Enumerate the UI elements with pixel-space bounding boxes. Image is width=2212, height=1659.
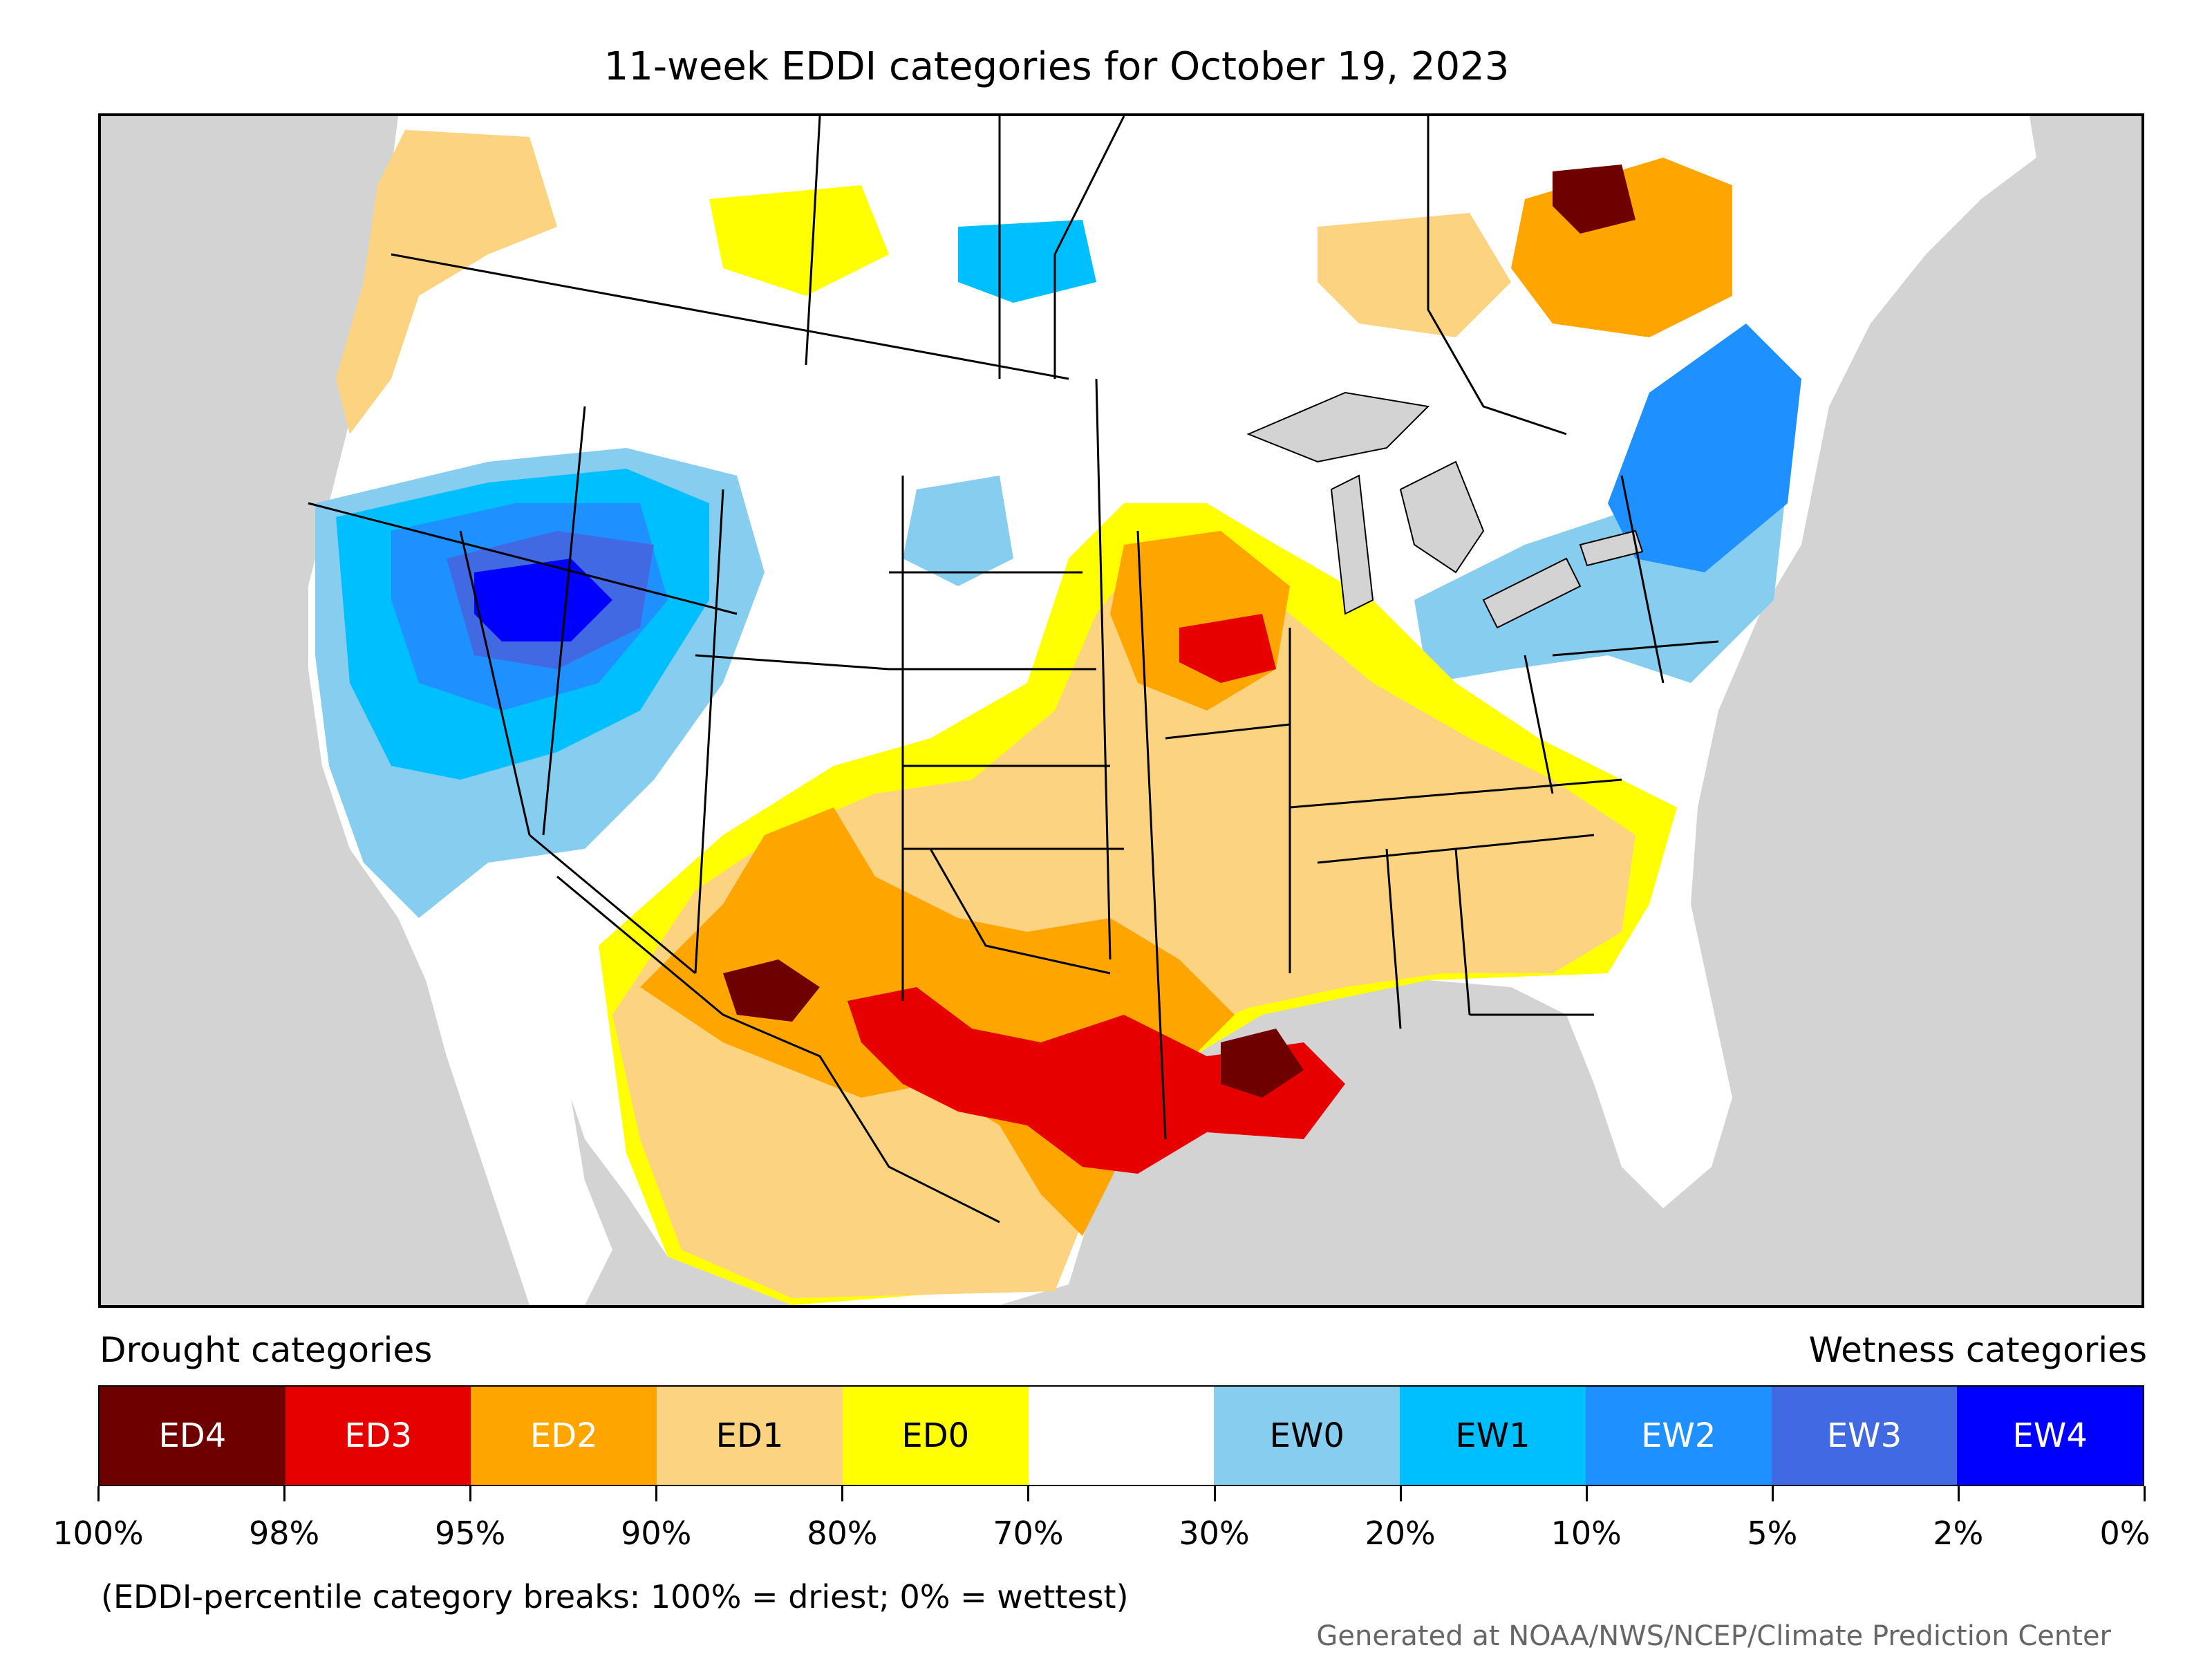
colorbar-tick — [1585, 1486, 1588, 1501]
drought-categories-title: Drought categories — [100, 1330, 433, 1370]
colorbar-ticks — [97, 1486, 2146, 1503]
colorbar-tick — [1213, 1486, 1216, 1501]
tick-label: 90% — [621, 1515, 692, 1552]
ed4-region-canada — [1553, 165, 1635, 234]
category-ew2: EW2 — [1585, 1387, 1772, 1485]
colorbar-tick — [283, 1486, 286, 1501]
map-title: 11-week EDDI categories for October 19, … — [603, 44, 1510, 89]
category-ew3: EW3 — [1771, 1387, 1958, 1485]
ed3-region — [847, 987, 1345, 1174]
tick-label: 80% — [807, 1515, 878, 1552]
category-colorbar: ED4 ED3 ED2 ED1 ED0 EW0 EW1 EW2 EW3 EW4 — [98, 1385, 2144, 1486]
colorbar-tick — [655, 1486, 658, 1501]
colorbar-tick — [841, 1486, 844, 1501]
category-ew0: EW0 — [1214, 1387, 1400, 1485]
category-breaks-note: (EDDI-percentile category breaks: 100% =… — [101, 1578, 1129, 1615]
ew0-region-plains — [903, 476, 1013, 586]
ew2-region-northeast — [1608, 324, 1801, 572]
tick-label: 70% — [993, 1515, 1064, 1552]
tick-label: 10% — [1550, 1515, 1622, 1552]
ed3-region-iowa — [1179, 614, 1276, 683]
tick-label: 95% — [435, 1515, 506, 1552]
ed1-region-canada — [1318, 213, 1511, 337]
ew4-region-west — [474, 559, 612, 641]
colorbar-tick — [1771, 1486, 1774, 1501]
colorbar-tick — [469, 1486, 472, 1501]
tick-label: 98% — [248, 1515, 320, 1552]
tick-label: 2% — [1933, 1515, 1984, 1552]
ed1-region-northwest — [336, 130, 557, 434]
map-canvas — [308, 116, 2036, 1305]
state-borders — [308, 116, 1719, 1224]
category-neutral — [1028, 1387, 1215, 1485]
great-lakes — [1246, 391, 1644, 629]
ed0-region-northwest — [709, 185, 889, 296]
credit-line: Generated at NOAA/NWS/NCEP/Climate Predi… — [1316, 1620, 2111, 1652]
category-ew4: EW4 — [1957, 1387, 2144, 1485]
colorbar-tick — [1957, 1486, 1960, 1501]
category-ed3: ED3 — [285, 1387, 471, 1485]
ed1-region — [612, 545, 1635, 1298]
category-ed2: ED2 — [471, 1387, 657, 1485]
category-ew1: EW1 — [1400, 1387, 1586, 1485]
colorbar-tick — [2144, 1486, 2146, 1501]
colorbar-tick — [1399, 1486, 1402, 1501]
category-ed4: ED4 — [100, 1387, 285, 1485]
tick-label: 100% — [53, 1515, 144, 1552]
ed4-region-texas — [723, 959, 820, 1022]
eddi-map — [98, 113, 2144, 1308]
tick-label: 20% — [1365, 1515, 1436, 1552]
tick-label: 5% — [1747, 1515, 1798, 1552]
category-ed0: ED0 — [842, 1387, 1029, 1485]
wetness-categories-title: Wetness categories — [1808, 1330, 2147, 1370]
colorbar-tick — [97, 1486, 100, 1501]
tick-label: 0% — [2099, 1515, 2150, 1552]
colorbar-tick — [1027, 1486, 1030, 1501]
tick-label: 30% — [1179, 1515, 1250, 1552]
ed4-region-louisiana — [1221, 1029, 1304, 1098]
category-ed1: ED1 — [657, 1387, 843, 1485]
